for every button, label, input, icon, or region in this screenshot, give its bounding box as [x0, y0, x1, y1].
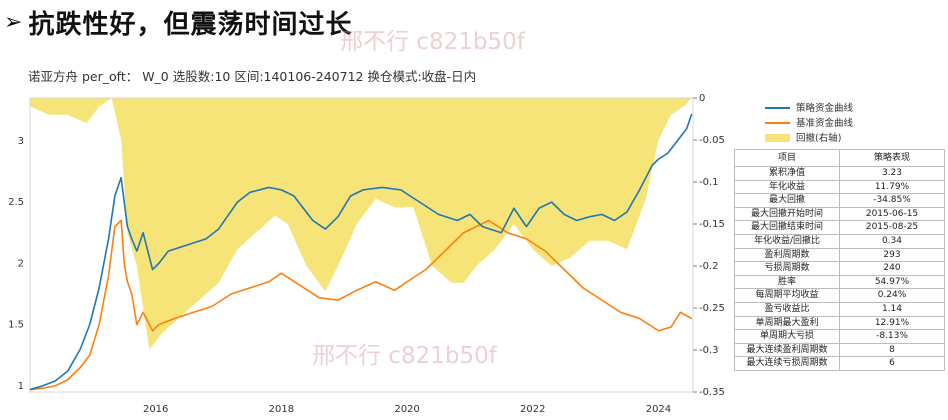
axes-layer: 1 1.5 2 2.5 3 0 -0.05 -0.1 -0.15 -0.2 -0.25 -0.3 -0.…	[8, 93, 725, 415]
legend-strategy-label: 策略资金曲线	[796, 102, 854, 114]
x-tick-label: 2018	[269, 404, 294, 415]
stats-row: 最大连续亏损周期数 6	[734, 356, 945, 371]
stats-row-value: 8	[839, 342, 945, 358]
stats-row-label: 最大回撤开始时间	[734, 206, 840, 222]
page-title: 抗跌性好，但震荡时间过长	[28, 9, 353, 40]
left-tick-label: 2.5	[8, 197, 24, 208]
left-tick-label: 2	[18, 258, 24, 269]
stats-row-value: -34.85%	[839, 193, 945, 208]
x-tick-label: 2022	[520, 404, 545, 415]
stats-row-label: 年化收益/回撤比	[734, 233, 840, 249]
stats-row-label: 最大回撤	[734, 193, 840, 208]
stats-row-value: 12.91%	[839, 315, 945, 331]
right-tick-label: -0.05	[699, 135, 725, 146]
stats-row-label: 单周期大亏损	[734, 329, 840, 344]
right-tick-label: -0.2	[699, 261, 719, 272]
stats-row-label: 每周期平均收益	[734, 288, 840, 303]
stats-row: 亏损周期数 240	[734, 261, 945, 276]
stats-row-label: 年化收益	[734, 179, 840, 195]
stats-row-label: 累积净值	[734, 166, 840, 181]
stats-row-value: 1.14	[839, 301, 945, 317]
stats-row-label: 盈利周期数	[734, 247, 840, 263]
stats-row-value: 54.97%	[839, 274, 945, 290]
right-tick-label: -0.3	[699, 345, 719, 356]
left-tick-label: 1.5	[8, 320, 24, 331]
stats-header-item: 项目	[734, 149, 840, 167]
stats-row: 最大连续盈利周期数 8	[734, 342, 945, 358]
legend-benchmark-label: 基准资金曲线	[796, 117, 854, 129]
lines-layer	[29, 113, 693, 391]
stats-row-value: 2015-08-25	[839, 220, 945, 235]
benchmark-line	[29, 219, 693, 391]
stats-row: 最大回撤开始时间 2015-06-15	[734, 206, 945, 222]
stats-row-value: 3.23	[839, 166, 945, 181]
stats-row-label: 单周期最大盈利	[734, 315, 840, 331]
right-tick-label: -0.25	[699, 303, 725, 314]
right-tick-label: -0.35	[699, 387, 725, 398]
left-tick-label: 3	[18, 136, 24, 147]
drawdown-area-layer	[30, 98, 692, 350]
stats-row-label: 最大连续盈利周期数	[734, 342, 840, 358]
legend-drawdown-label: 回撤(右轴)	[796, 132, 841, 144]
stats-row-value: 293	[839, 247, 945, 263]
stats-row: 单周期最大盈利 12.91%	[734, 315, 945, 331]
stats-row-value: 240	[839, 261, 945, 276]
stats-row: 最大回撤 -34.85%	[734, 193, 945, 208]
strategy-line	[29, 113, 693, 391]
stats-row-value: -8.13%	[839, 329, 945, 344]
stats-table: 项目 策略表现 累积净值 3.23 年化收益 11.79% 最大回撤 -34.85% 最大回…	[734, 149, 945, 371]
stats-row-value: 2015-06-15	[839, 206, 945, 222]
stats-row-value: 11.79%	[839, 179, 945, 195]
title-row: ➢ 抗跌性好，但震荡时间过长	[4, 2, 352, 42]
stats-row: 胜率 54.97%	[734, 274, 945, 290]
right-tick-label: -0.15	[699, 219, 725, 230]
stats-row: 盈利周期数 293	[734, 247, 945, 263]
drawdown-area	[30, 98, 692, 350]
x-tick-label: 2016	[143, 404, 168, 415]
stats-row: 年化收益/回撤比 0.34	[734, 233, 945, 249]
right-tick-label: -0.1	[699, 177, 719, 188]
title-arrow-icon: ➢	[4, 9, 23, 35]
stats-row-label: 最大连续亏损周期数	[734, 356, 840, 371]
stats-row: 年化收益 11.79%	[734, 179, 945, 195]
stats-row: 盈亏收益比 1.14	[734, 301, 945, 317]
x-tick-label: 2020	[394, 404, 419, 415]
stats-row-label: 胜率	[734, 274, 840, 290]
plot-frame	[29, 97, 694, 393]
legend-drawdown-swatch	[765, 134, 790, 142]
stats-row: 最大回撤结束时间 2015-08-25	[734, 220, 945, 235]
stats-row: 每周期平均收益 0.24%	[734, 288, 945, 303]
x-tick-label: 2024	[646, 404, 671, 415]
right-tick-label: 0	[699, 93, 705, 104]
left-tick-label: 1	[18, 381, 24, 392]
stats-row: 累积净值 3.23	[734, 166, 945, 181]
stats-row-label: 最大回撤结束时间	[734, 220, 840, 235]
stats-row-label: 盈亏收益比	[734, 301, 840, 317]
stats-header-value: 策略表现	[839, 149, 945, 167]
stats-row: 单周期大亏损 -8.13%	[734, 329, 945, 344]
stats-header-row: 项目 策略表现	[734, 149, 945, 167]
chart-subtitle: 诺亚方舟 per_oft： W_0 选股数:10 区间:140106-24071…	[28, 69, 477, 84]
stats-row-value: 0.34	[839, 233, 945, 249]
stats-row-label: 亏损周期数	[734, 261, 840, 276]
stats-row-value: 0.24%	[839, 288, 945, 303]
stats-row-value: 6	[839, 356, 945, 371]
